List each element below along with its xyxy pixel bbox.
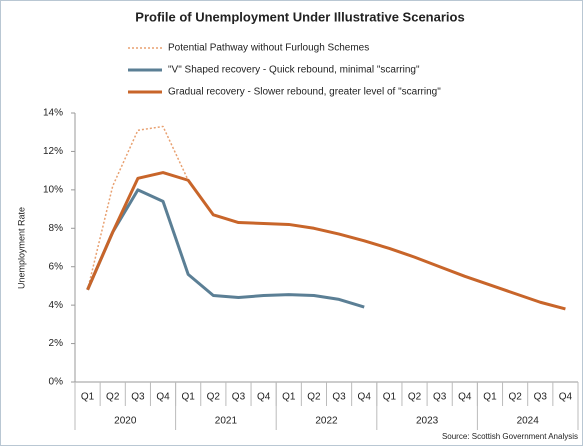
x-tick-label: Q3 bbox=[131, 392, 145, 403]
x-tick-label: Q4 bbox=[559, 392, 573, 403]
y-tick-label: 10% bbox=[43, 184, 63, 195]
legend-label: Potential Pathway without Furlough Schem… bbox=[168, 43, 369, 54]
y-tick-label: 8% bbox=[49, 223, 64, 234]
x-group-label: 2020 bbox=[114, 416, 137, 427]
y-axis-label: Unemployment Rate bbox=[16, 207, 26, 289]
x-group-label: 2024 bbox=[517, 416, 540, 427]
x-tick-label: Q2 bbox=[307, 392, 321, 403]
x-tick-label: Q3 bbox=[534, 392, 548, 403]
x-tick-label: Q2 bbox=[508, 392, 522, 403]
series-line bbox=[86, 188, 365, 309]
x-tick-label: Q2 bbox=[106, 392, 120, 403]
y-tick-label: 14% bbox=[43, 108, 63, 119]
chart-title: Profile of Unemployment Under Illustrati… bbox=[135, 9, 464, 24]
x-tick-label: Q2 bbox=[207, 392, 221, 403]
y-tick-label: 2% bbox=[49, 338, 64, 349]
x-group-label: 2022 bbox=[315, 416, 338, 427]
x-tick-label: Q3 bbox=[232, 392, 246, 403]
legend-label: Gradual recovery - Slower rebound, great… bbox=[168, 87, 441, 98]
x-tick-label: Q4 bbox=[358, 392, 372, 403]
x-tick-label: Q4 bbox=[458, 392, 472, 403]
x-tick-label: Q3 bbox=[433, 392, 447, 403]
y-tick-label: 0% bbox=[49, 377, 64, 388]
y-tick-label: 12% bbox=[43, 146, 63, 157]
x-tick-label: Q1 bbox=[483, 392, 497, 403]
series-line bbox=[86, 125, 189, 290]
x-group-label: 2023 bbox=[416, 416, 439, 427]
y-tick-label: 6% bbox=[49, 261, 64, 272]
x-tick-label: Q1 bbox=[182, 392, 196, 403]
x-tick-label: Q1 bbox=[383, 392, 397, 403]
x-group-label: 2021 bbox=[215, 416, 238, 427]
legend-label: "V" Shaped recovery - Quick rebound, min… bbox=[168, 65, 420, 76]
x-tick-label: Q3 bbox=[332, 392, 346, 403]
x-tick-label: Q1 bbox=[81, 392, 95, 403]
x-tick-label: Q4 bbox=[156, 392, 170, 403]
x-tick-label: Q4 bbox=[257, 392, 271, 403]
x-tick-label: Q1 bbox=[282, 392, 296, 403]
series-line bbox=[86, 171, 566, 311]
y-tick-label: 4% bbox=[49, 300, 64, 311]
x-tick-label: Q2 bbox=[408, 392, 422, 403]
source: Source: Scottish Government Analysis bbox=[442, 432, 578, 441]
